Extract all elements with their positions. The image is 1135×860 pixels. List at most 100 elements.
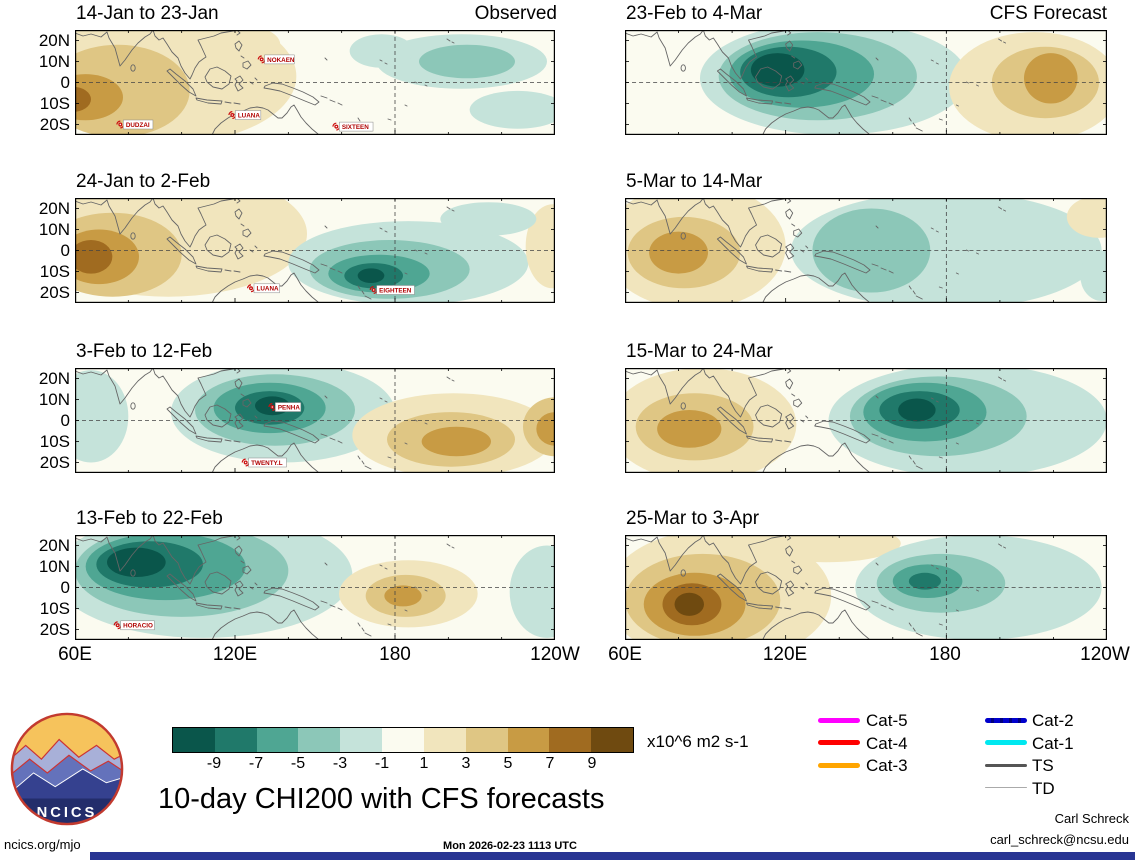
colorbar-tick-label: -3 <box>332 755 348 772</box>
anomaly-contour <box>1023 53 1078 104</box>
panel-7: 15-Mar to 24-Mar <box>625 341 1107 473</box>
anomaly-contour <box>75 74 123 121</box>
anomaly-contour <box>440 202 537 236</box>
site-url: ncics.org/mjo <box>4 837 81 852</box>
colorbar-cell <box>298 728 341 752</box>
legend-label-ts: TS <box>1032 756 1054 775</box>
storm-label: PENHA <box>278 404 300 411</box>
map-panel <box>625 30 1107 135</box>
anomaly-contour <box>384 585 422 607</box>
y-axis-label: 0 <box>60 72 70 92</box>
colorbar-cell <box>591 728 633 752</box>
panel-4: 13-Feb to 22-Feb HORACIO <box>75 508 557 640</box>
colorbar-tick-label: 5 <box>503 755 513 772</box>
figure-title: 10-day CHI200 with CFS forecasts <box>158 783 605 815</box>
colorbar-cell <box>549 728 592 752</box>
colorbar-cell <box>507 728 550 752</box>
panel-8: 25-Mar to 3-Apr <box>625 508 1107 640</box>
map-panel <box>625 198 1107 303</box>
panel-border <box>625 535 1107 640</box>
anomaly-contour <box>536 412 555 446</box>
panel-title: 5-Mar to 14-Mar <box>626 171 763 192</box>
y-axis-label: 20S <box>39 282 70 302</box>
panel-2: 24-Jan to 2-Feb LUANA EIGHTEEN <box>75 171 557 303</box>
anomaly-contour <box>357 268 385 284</box>
storm-label: LUANA <box>238 112 260 119</box>
ncics-logo: NCICS <box>10 712 124 826</box>
y-axis-label: 20S <box>39 114 70 134</box>
y-axis-label: 20N <box>38 198 70 218</box>
y-axis-label: 20N <box>38 535 70 555</box>
anomaly-contour <box>898 398 936 422</box>
y-axis-label: 10S <box>39 93 70 113</box>
storm-marker-sixteen: SIXTEEN <box>332 121 374 132</box>
storm-label: NOKAEN <box>267 57 295 64</box>
anomaly-contour <box>75 240 113 274</box>
panel-border <box>625 198 1107 303</box>
legend-label-cat-3: Cat-3 <box>866 756 908 775</box>
legend-line-ts <box>985 763 1027 767</box>
anomaly-contour <box>349 34 414 68</box>
legend-line-cat-5 <box>818 717 860 723</box>
y-axis-label: 20N <box>38 30 70 50</box>
map-panel <box>625 535 1107 640</box>
anomaly-contour <box>75 86 91 112</box>
panel-1: 14-Jan to 23-Jan Observed NOKAEN DUDZAI LU… <box>75 3 557 135</box>
colorbar-tick-label: -9 <box>206 755 222 772</box>
storm-marker-twenty.l: TWENTY.L <box>241 457 287 468</box>
map-panel: LUANA EIGHTEEN <box>75 198 555 303</box>
colorbar-tick-label: 1 <box>419 755 429 772</box>
anomaly-contour <box>657 410 722 448</box>
storm-marker-nokaen: NOKAEN <box>257 54 295 65</box>
column-header-observed: Observed <box>474 3 557 24</box>
storm-label: TWENTY.L <box>251 460 283 467</box>
anomaly-contour <box>674 592 704 616</box>
panel-title: 23-Feb to 4-Mar <box>626 3 763 24</box>
anomaly-contour <box>147 30 281 70</box>
legend-line-cat-3 <box>818 762 860 768</box>
legend-label-cat-2: Cat-2 <box>1032 711 1074 730</box>
colorbar-tick-label: -7 <box>248 755 264 772</box>
anomaly-contour <box>469 90 555 129</box>
panel-border <box>75 535 555 640</box>
map-panel <box>625 368 1107 473</box>
anomaly-contour <box>649 231 709 274</box>
y-axis-label: 20N <box>38 368 70 388</box>
anomaly-contour <box>525 204 555 289</box>
storm-marker-penha: PENHA <box>268 402 302 412</box>
storm-label: LUANA <box>257 286 279 293</box>
map-panel: HORACIO <box>75 535 555 640</box>
colorbar-cell <box>465 728 508 752</box>
anomaly-contour <box>750 53 805 87</box>
storm-marker-luana: LUANA <box>247 283 280 294</box>
panel-6: 5-Mar to 14-Mar <box>625 171 1107 303</box>
colorbar-cell <box>214 728 257 752</box>
y-axis-label: 0 <box>60 410 70 430</box>
colorbar-tick-label: -5 <box>290 755 306 772</box>
storm-label: HORACIO <box>123 623 153 630</box>
panel-title: 24-Jan to 2-Feb <box>76 171 211 192</box>
storm-label: SIXTEEN <box>342 124 369 131</box>
colorbar-unit-label: x10^6 m2 s-1 <box>647 732 749 751</box>
x-axis-label: 120E <box>762 644 808 665</box>
colorbar-tick-label: 9 <box>587 755 597 772</box>
credit-name: Carl Schreck <box>1054 811 1129 826</box>
y-axis-label: 10S <box>39 598 70 618</box>
anomaly-contour <box>750 535 901 563</box>
anomaly-contour <box>1080 250 1107 301</box>
legend-line-cat-4 <box>818 740 860 745</box>
legend-label-cat-5: Cat-5 <box>866 711 908 730</box>
legend-label-td: TD <box>1032 778 1055 798</box>
panel-title: 15-Mar to 24-Mar <box>626 341 773 362</box>
panel-border <box>625 368 1107 473</box>
legend-label-cat-1: Cat-1 <box>1032 733 1074 753</box>
colorbar-cell <box>256 728 299 752</box>
legend-line-td <box>985 786 1027 789</box>
logo-ring <box>10 712 124 826</box>
storm-label: DUDZAI <box>126 122 150 129</box>
legend-label-cat-4: Cat-4 <box>866 733 908 753</box>
y-axis-label: 20S <box>39 619 70 639</box>
x-axis-label: 60E <box>608 644 642 665</box>
panel-border <box>625 30 1107 135</box>
legend-line-cat-2 <box>985 717 1027 723</box>
